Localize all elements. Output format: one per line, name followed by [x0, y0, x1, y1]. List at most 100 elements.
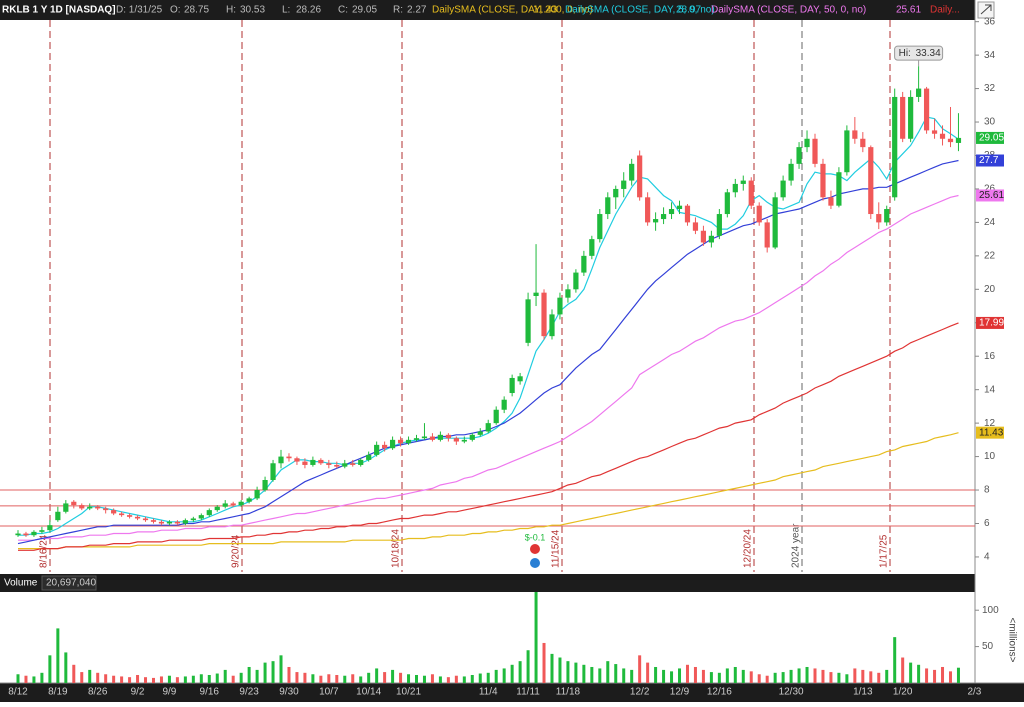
candle-body — [796, 147, 802, 164]
volume-bar — [709, 672, 713, 683]
candle-body — [740, 180, 746, 184]
candle-body — [142, 518, 149, 521]
volume-bar — [805, 666, 809, 683]
volume-bar — [327, 674, 331, 683]
candle-body — [71, 501, 77, 506]
volume-current: 20,697,040 — [46, 578, 96, 589]
candle-body — [501, 399, 507, 410]
candle-body — [15, 533, 21, 536]
candle-body — [884, 209, 890, 223]
ohlc-value: 28.75 — [184, 5, 209, 16]
candle-body — [374, 444, 380, 455]
price-badge-label: 27.7 — [979, 155, 999, 166]
volume-bar — [765, 675, 769, 683]
x-tick-label: 9/23 — [239, 687, 259, 698]
ohlc-label: L: — [282, 5, 290, 16]
volume-bar — [773, 672, 777, 683]
volume-bar — [558, 657, 562, 683]
candle-body — [517, 376, 523, 382]
candle-body — [573, 272, 579, 290]
hi-box — [894, 45, 944, 61]
volume-current-box — [41, 575, 97, 591]
volume-bar — [88, 669, 92, 683]
volume-bar — [167, 675, 171, 683]
candle-body — [621, 180, 627, 189]
volume-bar — [430, 674, 434, 683]
x-tick-label: 12/9 — [670, 687, 690, 698]
volume-bar — [32, 676, 36, 683]
x-tick-label: 11/4 — [479, 687, 498, 698]
y-tick-label: 22 — [984, 250, 996, 261]
volume-title: Volume — [4, 578, 38, 589]
volume-bar — [191, 675, 195, 683]
header-icon[interactable] — [977, 1, 995, 19]
volume-bar — [646, 662, 650, 683]
candle-body — [485, 423, 491, 432]
volume-bar — [510, 664, 514, 683]
candle-body — [533, 292, 539, 296]
volume-bar — [956, 667, 960, 683]
volume-bar — [574, 662, 578, 683]
price-badge — [976, 154, 1004, 167]
legend-value: 11.43 — [533, 5, 558, 16]
hi-value: 33.34 — [916, 48, 941, 59]
event-icon[interactable] — [530, 544, 540, 554]
candle-body — [413, 438, 420, 440]
candle-body — [286, 456, 292, 459]
ohlc-label: H: — [226, 5, 236, 16]
volume-bar — [183, 676, 187, 683]
candle-body — [461, 439, 467, 442]
x-tick-label: 11/18 — [556, 687, 581, 698]
x-tick-label: 8/12 — [8, 687, 28, 698]
x-tick-label: 12/30 — [779, 687, 804, 698]
candle-body — [923, 88, 930, 131]
candle-body — [836, 172, 842, 206]
candle-body — [812, 138, 818, 164]
volume-bar — [654, 666, 658, 683]
candle-body — [660, 214, 667, 220]
range-label: R: — [393, 5, 403, 16]
event-icon[interactable] — [530, 558, 540, 568]
x-tick-label: 12/16 — [707, 687, 732, 698]
candle-body — [900, 96, 906, 139]
price-badge — [976, 189, 1004, 202]
candle-body — [230, 503, 236, 506]
candle-body — [103, 508, 109, 511]
x-tick-label: 9/9 — [162, 687, 176, 698]
ohlc-value: 30.53 — [240, 5, 265, 16]
volume-bar — [462, 676, 466, 683]
volume-bar — [821, 669, 825, 683]
hi-label: Hi: — [899, 48, 911, 59]
volume-bar — [741, 669, 745, 683]
volume-bar — [717, 672, 721, 683]
price-badge — [976, 316, 1004, 329]
volume-bar — [295, 672, 299, 683]
earnings-event[interactable]: $-0.1 — [525, 532, 546, 568]
volume-bar — [614, 664, 618, 683]
x-tick-label: 10/21 — [396, 687, 421, 698]
candle-body — [716, 214, 722, 236]
candle-body — [445, 434, 451, 439]
y-tick-label: 36 — [984, 16, 996, 27]
volume-bar — [263, 662, 267, 683]
volume-bar — [566, 661, 570, 683]
volume-bar — [933, 669, 937, 683]
candle-body — [55, 511, 61, 521]
marker-label: 8/16/24 — [39, 534, 50, 568]
volume-header-bar — [0, 574, 975, 592]
candle-body — [868, 147, 874, 215]
volume-bar — [128, 677, 132, 683]
candle-body — [111, 510, 117, 514]
candle-body — [214, 506, 220, 511]
volume-bar — [343, 675, 347, 683]
volume-bar — [885, 669, 889, 683]
y-tick-label: 8 — [984, 485, 990, 496]
volume-bar — [478, 673, 482, 683]
candle-body — [477, 431, 483, 435]
x-tick-label: 8/26 — [88, 687, 108, 698]
candle-body — [892, 96, 898, 198]
candle-body — [469, 434, 475, 440]
x-tick-label: 10/14 — [356, 687, 381, 698]
volume-bar — [239, 672, 243, 683]
